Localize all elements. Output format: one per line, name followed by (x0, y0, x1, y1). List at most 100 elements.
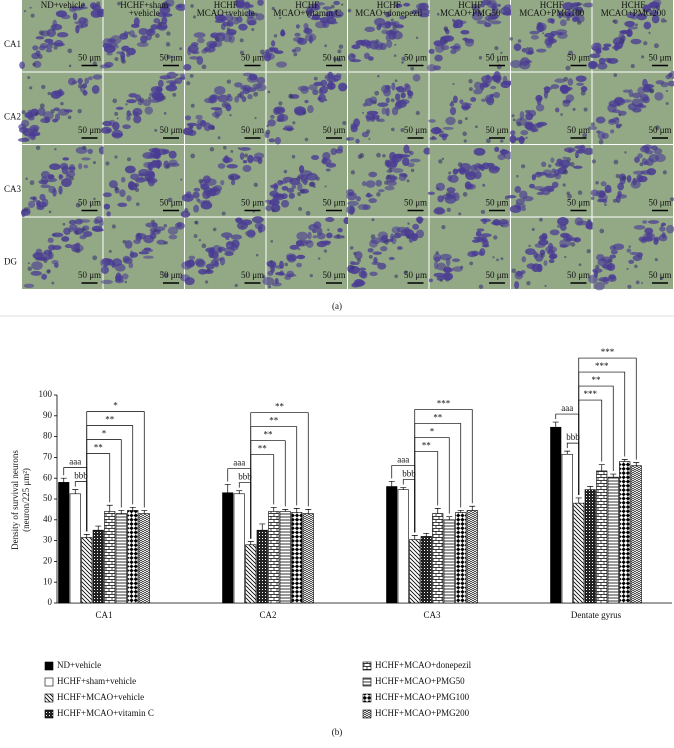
cell (412, 73, 421, 82)
cell (161, 95, 166, 101)
cell (270, 114, 275, 119)
cell (108, 260, 115, 266)
cell (148, 96, 152, 100)
micrograph (100, 217, 185, 289)
cell (469, 261, 474, 266)
cell (168, 234, 178, 240)
cell (442, 126, 454, 130)
cell (361, 180, 367, 187)
micrograph (345, 72, 429, 144)
significance-label: aaa (233, 458, 245, 468)
cell (467, 251, 477, 258)
cell (648, 88, 654, 93)
cell (588, 126, 598, 130)
cell (182, 127, 194, 136)
micrograph (182, 72, 267, 144)
scale-bar-label: 50 μm (322, 198, 345, 208)
cell (589, 53, 601, 59)
legend-label: HCHF+MCAO+donepezil (375, 660, 472, 670)
cell (514, 137, 526, 141)
cell (386, 39, 393, 48)
cell (368, 254, 373, 259)
cell (450, 100, 454, 104)
cell (506, 194, 517, 199)
cell (296, 231, 309, 241)
cell (493, 71, 501, 80)
cell (576, 82, 585, 86)
cell (274, 50, 284, 54)
bar (58, 482, 70, 604)
cell (644, 227, 654, 235)
micrograph (179, 216, 266, 289)
cell (154, 94, 163, 102)
error-bar (400, 487, 407, 490)
micrograph (262, 217, 351, 289)
cell (439, 253, 452, 261)
cell (557, 217, 569, 226)
cell (289, 244, 300, 250)
legend-label: HCHF+MCAO+PMG100 (375, 692, 470, 702)
cell (288, 192, 295, 199)
cell (39, 193, 46, 201)
cell (482, 183, 486, 187)
scale-bar-label: 50 μm (567, 125, 590, 135)
cell (208, 188, 217, 197)
cell (37, 201, 47, 208)
y-tick-label: 40 (43, 514, 53, 524)
cell (438, 159, 443, 164)
cell (190, 4, 194, 8)
cell (536, 97, 542, 106)
cell (439, 278, 443, 282)
cell (69, 176, 75, 181)
cell (394, 43, 397, 46)
cell (433, 272, 446, 278)
cell (193, 234, 198, 238)
cell (300, 86, 309, 95)
cell (167, 197, 173, 203)
cell (366, 192, 371, 198)
cell (157, 79, 164, 88)
cell (304, 33, 317, 42)
cell (215, 36, 220, 42)
cell (138, 27, 149, 35)
cell (491, 52, 494, 55)
cell (486, 96, 495, 106)
cell (311, 154, 320, 161)
cell (220, 23, 226, 30)
cell (150, 161, 156, 167)
micrograph (347, 216, 429, 289)
cell (641, 157, 647, 166)
cell (349, 246, 354, 250)
cell (407, 222, 410, 225)
cell (445, 191, 451, 197)
scale-bar-label: 50 μm (567, 198, 590, 208)
cell (607, 119, 617, 125)
cell (119, 189, 126, 197)
error-bar (72, 489, 79, 494)
cell (355, 138, 360, 144)
cell (29, 6, 32, 9)
cell (242, 88, 250, 95)
cell (180, 210, 191, 218)
cell (435, 251, 439, 255)
cell (63, 109, 73, 113)
cell (564, 255, 567, 259)
bar (630, 465, 642, 604)
bar (561, 453, 573, 604)
cell (337, 145, 344, 152)
bar (432, 513, 444, 604)
cell (267, 270, 274, 276)
cell (441, 157, 445, 161)
cell (277, 179, 284, 186)
cell (636, 13, 648, 21)
cell (193, 187, 201, 192)
error-bar (259, 523, 266, 531)
cell (512, 118, 516, 122)
cell (84, 77, 90, 85)
cell (492, 221, 503, 226)
cell (461, 105, 472, 109)
micrograph (509, 0, 595, 72)
scale-bar-label: 50 μm (567, 53, 590, 63)
x-tick-label: CA1 (95, 610, 112, 620)
scale-bar-label: 50 μm (78, 125, 101, 135)
